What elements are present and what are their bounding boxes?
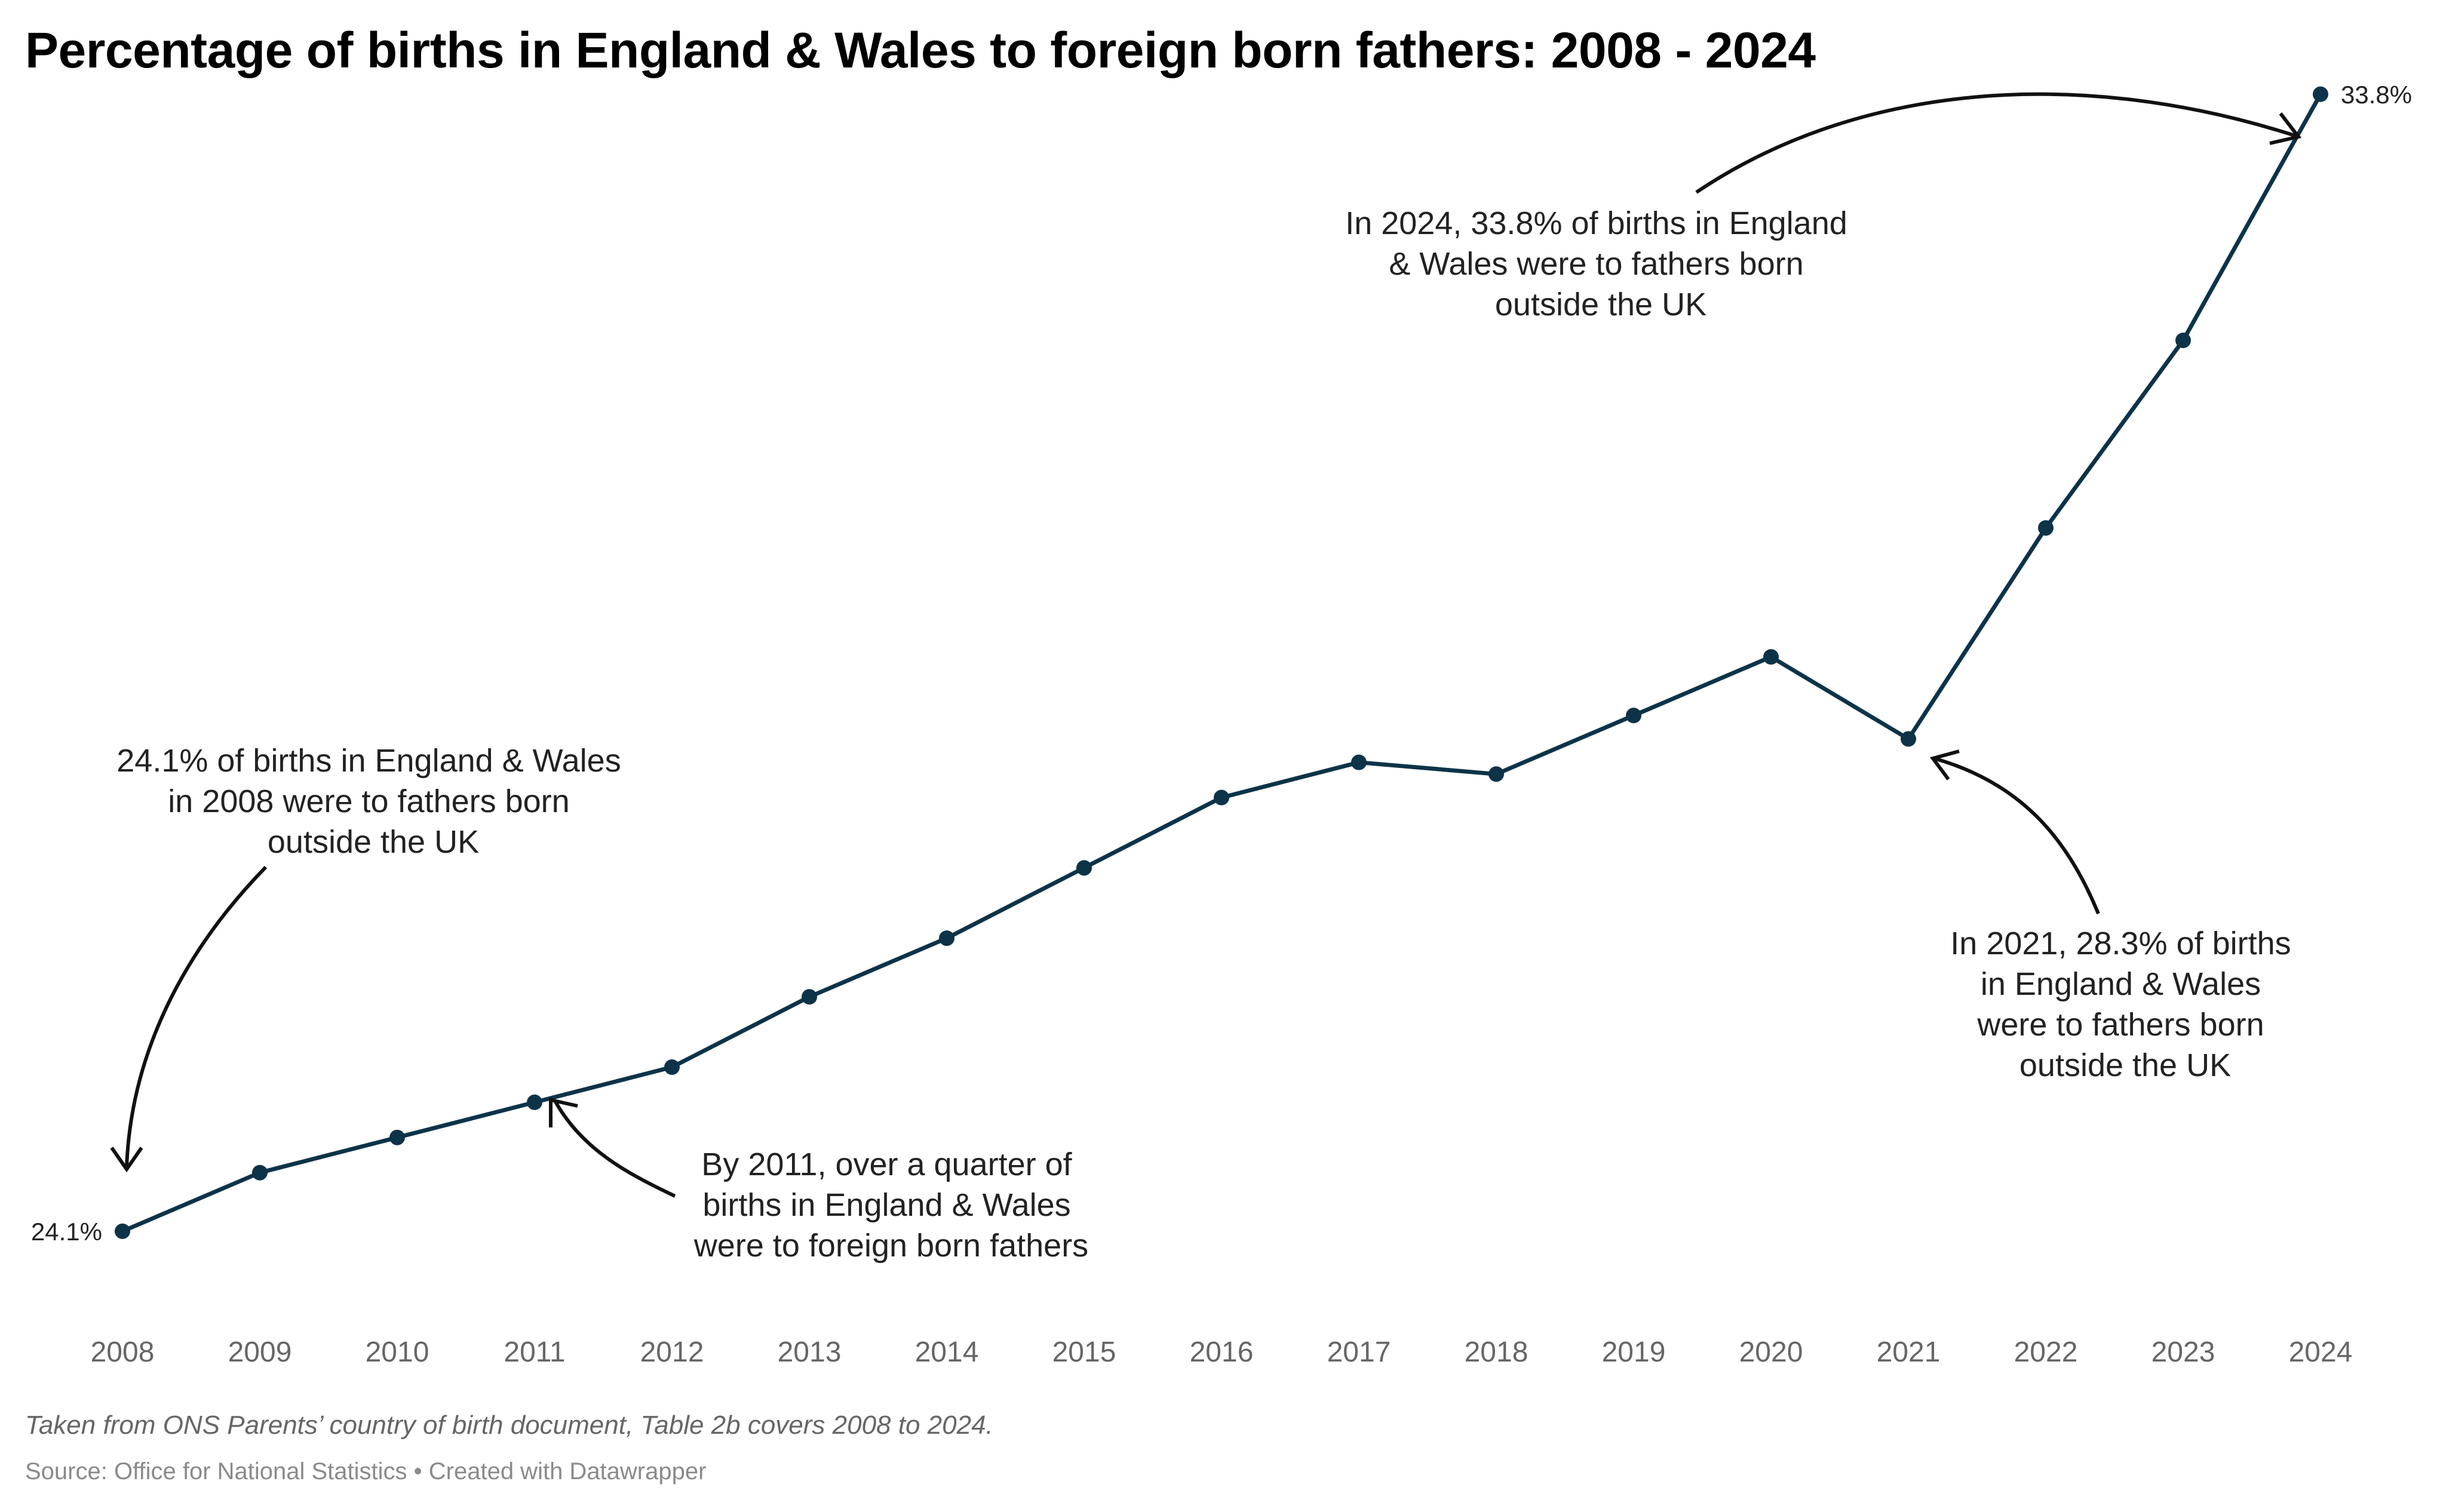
data-point-layer [115,86,2328,1239]
x-tick-label-2019: 2019 [1602,1336,1666,1368]
annotation-arrowhead-2008 [110,1147,143,1173]
data-point-2018 [1488,766,1504,782]
series-line [121,93,2323,1234]
annotation-2011-line-1: By 2011, over a quarter of [701,1147,1072,1182]
x-tick-label-2018: 2018 [1465,1336,1529,1368]
annotation-layer: 24.1% of births in England & Wales in 20… [110,92,2302,1264]
data-point-2014 [939,930,954,946]
annotation-arrowhead-2021 [1929,749,1960,780]
x-tick-label-2011: 2011 [504,1336,565,1368]
data-point-2012 [664,1059,680,1075]
footer-source: Source: Office for National Statistics •… [25,1458,707,1485]
annotation-arrow-2024 [1695,92,2297,194]
x-tick-label-2024: 2024 [2289,1336,2353,1368]
data-point-2008 [115,1223,130,1239]
data-point-2022 [2038,520,2054,536]
annotation-2021-line-3: were to fathers born [1976,1007,2264,1043]
x-tick-label-2014: 2014 [915,1336,979,1368]
x-tick-label-2009: 2009 [228,1336,292,1368]
x-tick-label-2016: 2016 [1190,1336,1254,1368]
annotation-2021-line-4: outside the UK [2019,1047,2231,1083]
x-tick-label-2020: 2020 [1739,1336,1803,1368]
data-point-2011 [527,1094,542,1110]
end-label-last: 33.8% [2341,81,2412,109]
data-point-2015 [1076,860,1092,876]
annotation-2008-line-2: in 2008 were to fathers born [168,783,569,819]
annotation-2011-line-3: were to foreign born fathers [693,1228,1088,1264]
data-point-2024 [2313,86,2328,102]
data-point-2017 [1351,754,1367,770]
data-point-2016 [1214,789,1229,806]
annotation-text-2011: By 2011, over a quarter of births in Eng… [693,1147,1088,1264]
annotation-2024-line-1: In 2024, 33.8% of births in England [1345,205,1847,241]
annotation-2021-line-1: In 2021, 28.3% of births [1950,926,2291,961]
annotation-text-2024: In 2024, 33.8% of births in England & Wa… [1345,205,1856,322]
x-axis-ticks: 2008 2009 2010 2011 2012 2013 2014 2015 2016 2017… [91,1336,2353,1368]
annotation-arrowhead-2024 [2269,112,2302,145]
annotation-2008-line-1: 24.1% of births in England & Wales [116,743,621,779]
data-point-2023 [2175,333,2191,348]
annotation-text-2008: 24.1% of births in England & Wales in 20… [116,743,630,860]
annotation-2024-line-3: outside the UK [1495,287,1706,322]
annotation-arrow-2021 [1933,757,2100,915]
chart-title: Percentage of births in England & Wales … [25,22,1816,78]
data-point-2013 [802,989,817,1005]
annotation-arrowhead-2011 [549,1098,578,1127]
x-tick-label-2017: 2017 [1327,1336,1391,1368]
annotation-2021-line-2: in England & Wales [1981,966,2261,1002]
x-tick-label-2015: 2015 [1052,1336,1116,1368]
annotation-arrow-2008 [125,865,268,1168]
x-tick-label-2021: 2021 [1877,1336,1941,1368]
data-point-2010 [389,1129,405,1145]
footer-note: Taken from ONS Parents’ country of birth… [25,1410,993,1440]
x-tick-label-2013: 2013 [778,1336,842,1368]
x-tick-label-2010: 2010 [366,1336,429,1368]
series-line-layer [121,93,2323,1234]
data-point-2021 [1901,731,1916,747]
data-point-2019 [1626,708,1641,724]
annotation-2008-line-3: outside the UK [268,824,479,860]
x-tick-label-2012: 2012 [640,1336,704,1368]
data-point-2020 [1763,649,1779,665]
annotation-2024-line-2: & Wales were to fathers born [1389,246,1803,282]
x-tick-label-2022: 2022 [2014,1336,2078,1368]
x-tick-label-2023: 2023 [2151,1336,2215,1368]
annotation-2011-line-2: births in England & Wales [702,1187,1070,1223]
end-label-first: 24.1% [31,1218,102,1246]
data-point-2009 [252,1164,268,1181]
x-tick-label-2008: 2008 [91,1336,155,1368]
annotation-arrow-2011 [554,1101,676,1198]
annotation-text-2021: In 2021, 28.3% of births in England & Wa… [1950,926,2300,1083]
